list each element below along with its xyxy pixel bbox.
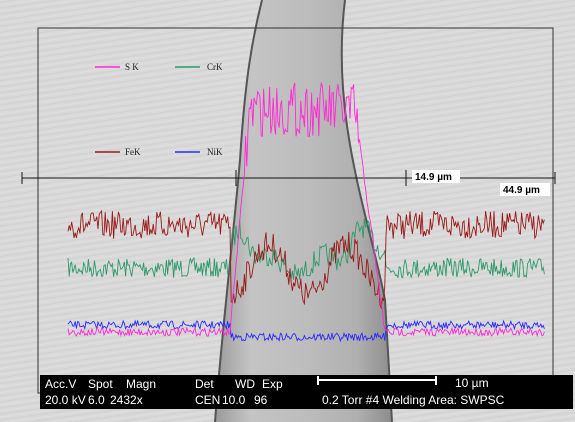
info-header: Spot: [88, 377, 113, 391]
info-value: CEN: [195, 393, 220, 407]
info-text: Acc.V Spot Magn Det WD Exp 20.0 kV 6.0 2432x CEN 1…: [45, 377, 283, 407]
info-header: Magn: [126, 377, 156, 391]
scale-label: 10 µm: [455, 376, 489, 390]
trace-sk: [67, 81, 545, 338]
info-header: Exp: [262, 377, 283, 391]
band-edge: [340, 0, 393, 422]
trace-crk: [67, 218, 545, 280]
description: 0.2 Torr #4 Welding Area: SWPSC: [322, 393, 505, 407]
info-value: 2432x: [110, 393, 143, 407]
measurement-label: 14.9 µm: [415, 172, 452, 183]
legend-label: NiK: [207, 147, 223, 157]
info-header: Det: [195, 377, 214, 391]
legend-label: S K: [125, 62, 139, 72]
label-box: [412, 170, 460, 183]
weld-band: [215, 0, 392, 422]
legend-label: CrK: [207, 62, 223, 72]
info-bar: [40, 375, 573, 409]
info-value: 10.0: [222, 393, 246, 407]
label-box: [500, 183, 550, 196]
line-scans: [67, 81, 545, 343]
info-header: WD: [235, 377, 255, 391]
trace-fek: [67, 209, 545, 310]
info-value: 6.0: [88, 393, 105, 407]
info-header: Acc.V: [45, 377, 76, 391]
trace-nik: [67, 319, 545, 343]
legend-label: FeK: [125, 147, 141, 157]
info-value: 96: [254, 393, 268, 407]
measurement-label: 44.9 µm: [503, 185, 540, 196]
info-value: 20.0 kV: [45, 393, 86, 407]
band-edge: [214, 0, 263, 422]
